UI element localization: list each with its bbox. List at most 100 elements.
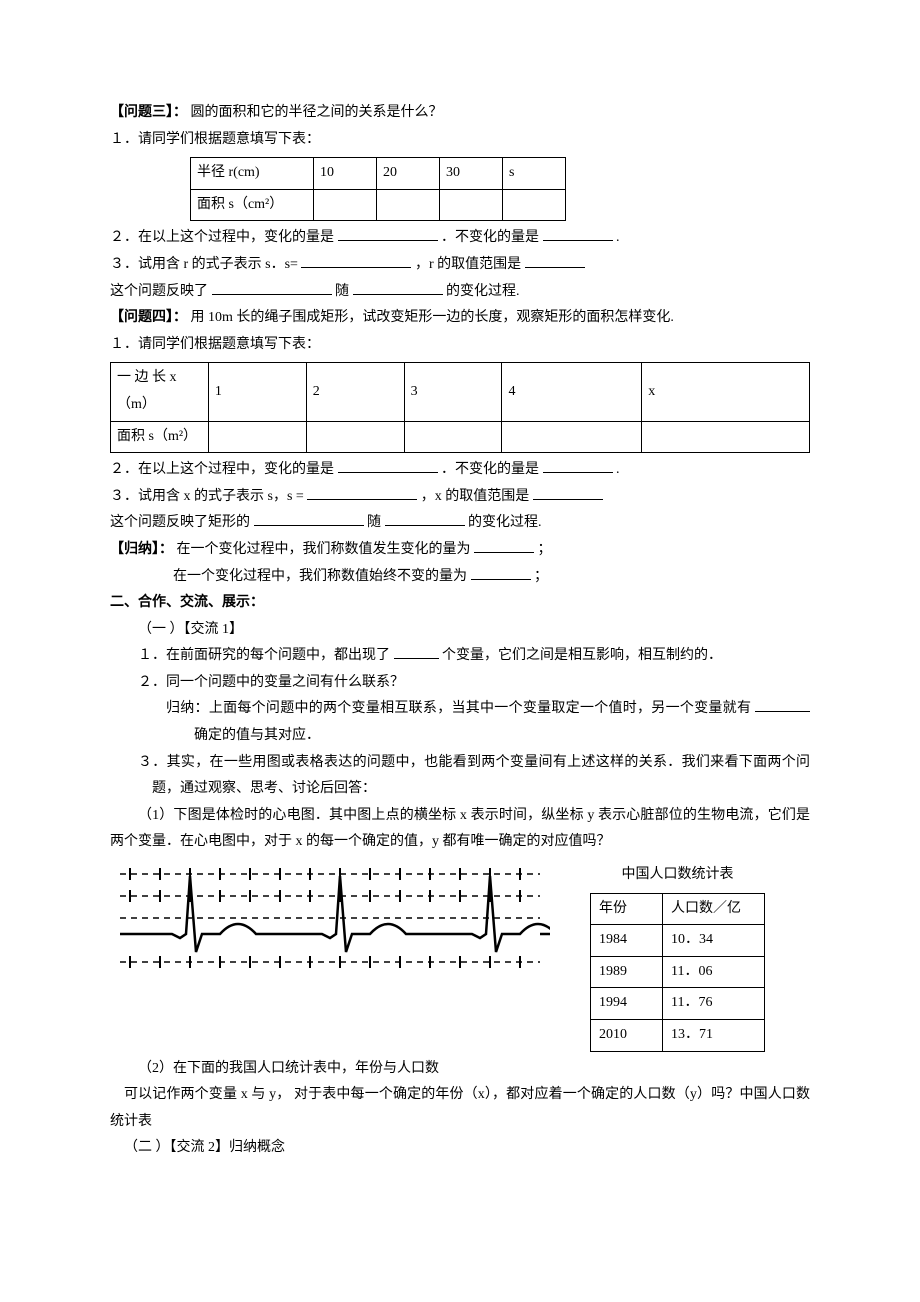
q3-line2: ２．在以上这个过程中，变化的量是 ．不变化的量是 .: [110, 225, 810, 252]
text: ，x 的取值范围是: [421, 489, 530, 504]
cell: 面积 s（cm²）: [191, 189, 314, 221]
cell: 30: [440, 158, 503, 190]
text: .: [616, 462, 620, 477]
sec2-p7: 可以记作两个变量 x 与 y， 对于表中每一个确定的年份（x），都对应着一个确定…: [110, 1082, 810, 1135]
text: 这个问题反映了: [110, 284, 208, 299]
blank[interactable]: [525, 253, 585, 268]
ex1-title: （一 ）【交流 1】: [110, 617, 810, 644]
cell: 一 边 长 x（m）: [111, 363, 209, 421]
blank[interactable]: [353, 280, 443, 295]
table-row: 面积 s（cm²）: [191, 189, 566, 221]
cell: 1984: [591, 925, 663, 957]
blank[interactable]: [543, 226, 613, 241]
text: .: [616, 230, 620, 245]
text: ．不变化的量是: [441, 230, 539, 245]
q4-line4: 这个问题反映了矩形的 随 的变化过程.: [110, 510, 810, 537]
cell: [314, 189, 377, 221]
blank[interactable]: [755, 697, 810, 712]
cell: [440, 189, 503, 221]
text: 的变化过程.: [446, 284, 520, 299]
table-row: 面积 s（m²）: [111, 421, 810, 453]
blank[interactable]: [543, 458, 613, 473]
q3-title: 【问题三】：: [110, 105, 187, 120]
pop-block: 中国人口数统计表 年份 人口数／亿 1984 10．34 1989 11．06 …: [590, 862, 765, 1056]
guina-line1: 【归纳】： 在一个变化过程中，我们称数值发生变化的量为 ；: [110, 537, 810, 564]
cell: 1: [208, 363, 306, 421]
q3-title-line: 【问题三】： 圆的面积和它的半径之间的关系是什么？: [110, 100, 810, 127]
q3-line4: 这个问题反映了 随 的变化过程.: [110, 279, 810, 306]
guina-line2: 在一个变化过程中，我们称数值始终不变的量为 ；: [110, 564, 810, 591]
text: 在一个变化过程中，我们称数值始终不变的量为: [173, 569, 467, 584]
table-row: 2010 13．71: [591, 1020, 765, 1052]
sec2-p5: （1）下图是体检时的心电图．其中图上点的横坐标 x 表示时间，纵坐标 y 表示心…: [110, 803, 810, 856]
text: ３．试用含 r 的式子表示 s．s=: [110, 257, 301, 272]
text: ；: [538, 542, 552, 557]
text: ．不变化的量是: [441, 462, 539, 477]
q3-line3: ３．试用含 r 的式子表示 s．s= ，r 的取值范围是: [110, 252, 810, 279]
sec2-p6: （2）在下面的我国人口统计表中，年份与人口数: [110, 1056, 810, 1083]
table-row: 1994 11．76: [591, 988, 765, 1020]
q4-title: 【问题四】：: [110, 310, 187, 325]
blank[interactable]: [254, 511, 364, 526]
q4-line3: ３．试用含 x 的式子表示 s，s = ，x 的取值范围是: [110, 484, 810, 511]
blank[interactable]: [471, 565, 531, 580]
cell: 年份: [591, 893, 663, 925]
q3-text: 圆的面积和它的半径之间的关系是什么？: [191, 105, 443, 120]
blank[interactable]: [533, 485, 603, 500]
table-row: 半径 r(cm) 10 20 30 s: [191, 158, 566, 190]
blank[interactable]: [394, 644, 439, 659]
cell: 3: [404, 363, 502, 421]
text: 确定的值与其对应．: [194, 728, 320, 743]
cell: [503, 189, 566, 221]
ecg-row: 中国人口数统计表 年份 人口数／亿 1984 10．34 1989 11．06 …: [110, 862, 810, 1056]
q4-table: 一 边 长 x（m） 1 2 3 4 x 面积 s（m²）: [110, 362, 810, 453]
blank[interactable]: [212, 280, 332, 295]
q4-line1: １．请同学们根据题意填写下表：: [110, 332, 810, 359]
q3-table: 半径 r(cm) 10 20 30 s 面积 s（cm²）: [190, 157, 566, 221]
blank[interactable]: [307, 485, 417, 500]
cell: 13．71: [663, 1020, 765, 1052]
text: ，r 的取值范围是: [415, 257, 521, 272]
blank[interactable]: [385, 511, 465, 526]
cell: 半径 r(cm): [191, 158, 314, 190]
blank[interactable]: [474, 538, 534, 553]
sec2-p1: １．在前面研究的每个问题中，都出现了 个变量，它们之间是相互影响，相互制约的．: [110, 643, 810, 670]
cell: [377, 189, 440, 221]
text: 随: [335, 284, 353, 299]
text: 在一个变化过程中，我们称数值发生变化的量为: [177, 542, 471, 557]
sec2-p4: ３．其实，在一些用图或表格表达的问题中，也能看到两个变量间有上述这样的关系．我们…: [110, 750, 810, 803]
text: 归纳：上面每个问题中的两个变量相互联系，当其中一个变量取定一个值时，另一个变量就…: [166, 701, 751, 716]
blank[interactable]: [301, 253, 411, 268]
cell: 人口数／亿: [663, 893, 765, 925]
cell: 4: [502, 363, 642, 421]
text: ２．在以上这个过程中，变化的量是: [110, 462, 334, 477]
cell: 1994: [591, 988, 663, 1020]
cell: 2: [306, 363, 404, 421]
q4-line2: ２．在以上这个过程中，变化的量是 ．不变化的量是 .: [110, 457, 810, 484]
cell: 11．76: [663, 988, 765, 1020]
cell: 1989: [591, 956, 663, 988]
cell: [306, 421, 404, 453]
q4-text: 用 10m 长的绳子围成矩形，试改变矩形一边的长度，观察矩形的面积怎样变化.: [191, 310, 674, 325]
cell: 面积 s（m²）: [111, 421, 209, 453]
text: 随: [367, 515, 385, 530]
cell: s: [503, 158, 566, 190]
table-row: 1984 10．34: [591, 925, 765, 957]
text: ３．试用含 x 的式子表示 s，s =: [110, 489, 304, 504]
q3-line1: １．请同学们根据题意填写下表：: [110, 127, 810, 154]
cell: [502, 421, 642, 453]
ex2-title: （二 ）【交流 2】归纳概念: [110, 1135, 810, 1162]
text: 的变化过程.: [468, 515, 542, 530]
text: ；: [534, 569, 548, 584]
cell: 10．34: [663, 925, 765, 957]
table-row: 1989 11．06: [591, 956, 765, 988]
guina-title: 【归纳】：: [110, 542, 173, 557]
cell: 10: [314, 158, 377, 190]
cell: 2010: [591, 1020, 663, 1052]
cell: [404, 421, 502, 453]
text: １．在前面研究的每个问题中，都出现了: [138, 648, 390, 663]
table-row: 年份 人口数／亿: [591, 893, 765, 925]
blank[interactable]: [338, 226, 438, 241]
blank[interactable]: [338, 458, 438, 473]
cell: 11．06: [663, 956, 765, 988]
